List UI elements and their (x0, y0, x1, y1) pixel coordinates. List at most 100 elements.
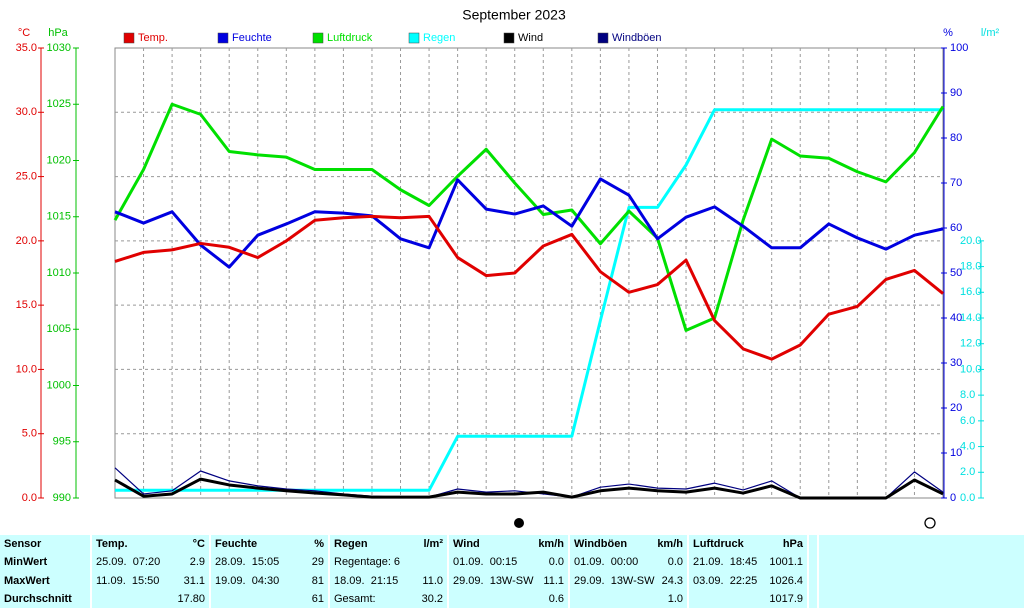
y-tick-label: 15.0 (16, 299, 37, 311)
stat-label: 29.09. 13W-SW (574, 574, 655, 587)
y-tick-label: 1015 (47, 211, 71, 223)
column-unit: % (314, 538, 324, 551)
stat-value: 0.0 (548, 556, 564, 569)
y-tick-label: 0.0 (960, 492, 975, 504)
stats-cell: 1017.9 (688, 589, 809, 608)
legend-label: Windböen (612, 32, 662, 44)
cell: 0.6 (453, 593, 564, 605)
plot-frame (114, 47, 944, 499)
y-tick-label: 10.0 (16, 363, 37, 375)
y-tick-label: 16.0 (960, 286, 981, 298)
stats-cell: 01.09. 00:00 0.0 (569, 553, 689, 572)
legend-swatch (408, 32, 420, 44)
cell: 29.09. 13W-SW 24.3 (574, 575, 683, 587)
column-title: Windböen (574, 538, 628, 551)
stat-label: 18.09. 21:15 (334, 574, 399, 587)
y-tick-label: 25.0 (16, 170, 37, 182)
stat-label: 11.09. 15:50 (96, 574, 160, 587)
stat-value: 11.1 (543, 574, 564, 587)
column-title: Luftdruck (693, 538, 744, 551)
cell: 03.09. 22:25 1026.4 (693, 575, 803, 587)
cell: 11.09. 15:50 31.1 (96, 575, 205, 587)
row-label-text: MaxWert (4, 574, 50, 587)
axis-title: l/m² (981, 27, 1000, 39)
empty-cell (808, 553, 819, 572)
y-tick-label: 90 (950, 87, 962, 99)
stat-value: 17.80 (177, 592, 205, 605)
axis-title: % (943, 27, 953, 39)
stats-row: Sensor Temp. °C Feuchte% Regen l/m² Wind km/h Wi… (0, 535, 819, 554)
stats-cell: Luftdruck hPa (688, 535, 809, 554)
y-tick-label: 100 (950, 42, 968, 54)
y-tick-label: 5.0 (22, 428, 37, 440)
stat-value: 1026.4 (769, 574, 803, 587)
column-unit: l/m² (423, 538, 443, 551)
series-line (114, 214, 944, 361)
legend-swatch (123, 32, 135, 44)
column-unit: °C (192, 538, 205, 551)
y-tick-label: 70 (950, 177, 962, 189)
column-unit: hPa (782, 538, 803, 551)
stat-label: 28.09. 15:05 (215, 556, 280, 569)
stat-value: 1.0 (667, 592, 683, 605)
row-label: MinWert (0, 553, 92, 572)
stats-cell: 17.80 (91, 589, 211, 608)
stats-cell: 25.09. 07:20 2.9 (91, 553, 211, 572)
cell: 19.09. 04:30 81 (215, 575, 324, 587)
stat-value: 0.6 (548, 592, 564, 605)
row-label-text: MinWert (4, 556, 48, 569)
new-moon (514, 518, 524, 528)
column-title: Regen (334, 538, 368, 551)
stats-cell: Regentage: 6 (329, 553, 449, 572)
column-title: Feuchte (215, 538, 258, 551)
y-tick-label: 4.0 (960, 440, 975, 452)
stats-cell: Gesamt: 30.2 (329, 589, 449, 608)
stats-cell: 19.09. 04:30 81 (210, 571, 330, 590)
cell: 21.09. 18:45 1001.1 (693, 556, 803, 568)
stat-label: 29.09. 13W-SW (453, 574, 534, 587)
stats-row: Durchschnitt 17.80 61 Gesamt: 30.2 0.6 1.0 1017… (0, 589, 819, 608)
cell: Regentage: 6 (334, 556, 443, 568)
stat-label: 03.09. 22:25 (693, 574, 758, 587)
series-line (114, 177, 944, 269)
y-tick-label: 30.0 (16, 106, 37, 118)
empty-cell (808, 571, 819, 590)
stat-value: 1001.1 (769, 556, 803, 569)
column-title: Wind (453, 538, 480, 551)
y-tick-label: 12.0 (960, 338, 981, 350)
stats-cell: 03.09. 22:25 1026.4 (688, 571, 809, 590)
stats-cell: 1.0 (569, 589, 689, 608)
legend-swatch (503, 32, 515, 44)
stat-label: 01.09. 00:15 (453, 556, 518, 569)
stat-label: Gesamt: (334, 592, 376, 605)
legend-label: Feuchte (232, 32, 272, 44)
stats-cell: Regen l/m² (329, 535, 449, 554)
row-label: Durchschnitt (0, 589, 92, 608)
y-tick-label: 990 (53, 492, 71, 504)
stat-label: 25.09. 07:20 (96, 556, 161, 569)
stat-label: 21.09. 18:45 (693, 556, 758, 569)
stat-value: 0.0 (667, 556, 683, 569)
y-tick-label: 60 (950, 222, 962, 234)
column-unit: km/h (657, 538, 683, 551)
cell: 61 (215, 593, 324, 605)
stats-cell: Windböen km/h (569, 535, 689, 554)
y-tick-label: 10 (950, 447, 962, 459)
cell: 25.09. 07:20 2.9 (96, 556, 205, 568)
row-label-text: Sensor (4, 538, 42, 551)
y-tick-label: 1025 (47, 98, 71, 110)
y-tick-label: 1005 (47, 323, 71, 335)
stat-value: 1017.9 (769, 592, 803, 605)
legend-swatch (597, 32, 609, 44)
y-tick-label: 1010 (47, 267, 71, 279)
legend-swatch (312, 32, 324, 44)
y-tick-label: 35.0 (16, 42, 37, 54)
axis-title: °C (18, 27, 30, 39)
y-tick-label: 80 (950, 132, 962, 144)
stats-cell: 01.09. 00:15 0.0 (448, 553, 570, 572)
y-tick-label: 1000 (47, 379, 71, 391)
stats-cell: 29.09. 13W-SW 24.3 (569, 571, 689, 590)
y-tick-label: 1020 (47, 154, 71, 166)
stats-table: Sensor Temp. °C Feuchte% Regen l/m² Wind km/h Wi… (0, 535, 1024, 608)
stat-value: 24.3 (661, 574, 683, 587)
